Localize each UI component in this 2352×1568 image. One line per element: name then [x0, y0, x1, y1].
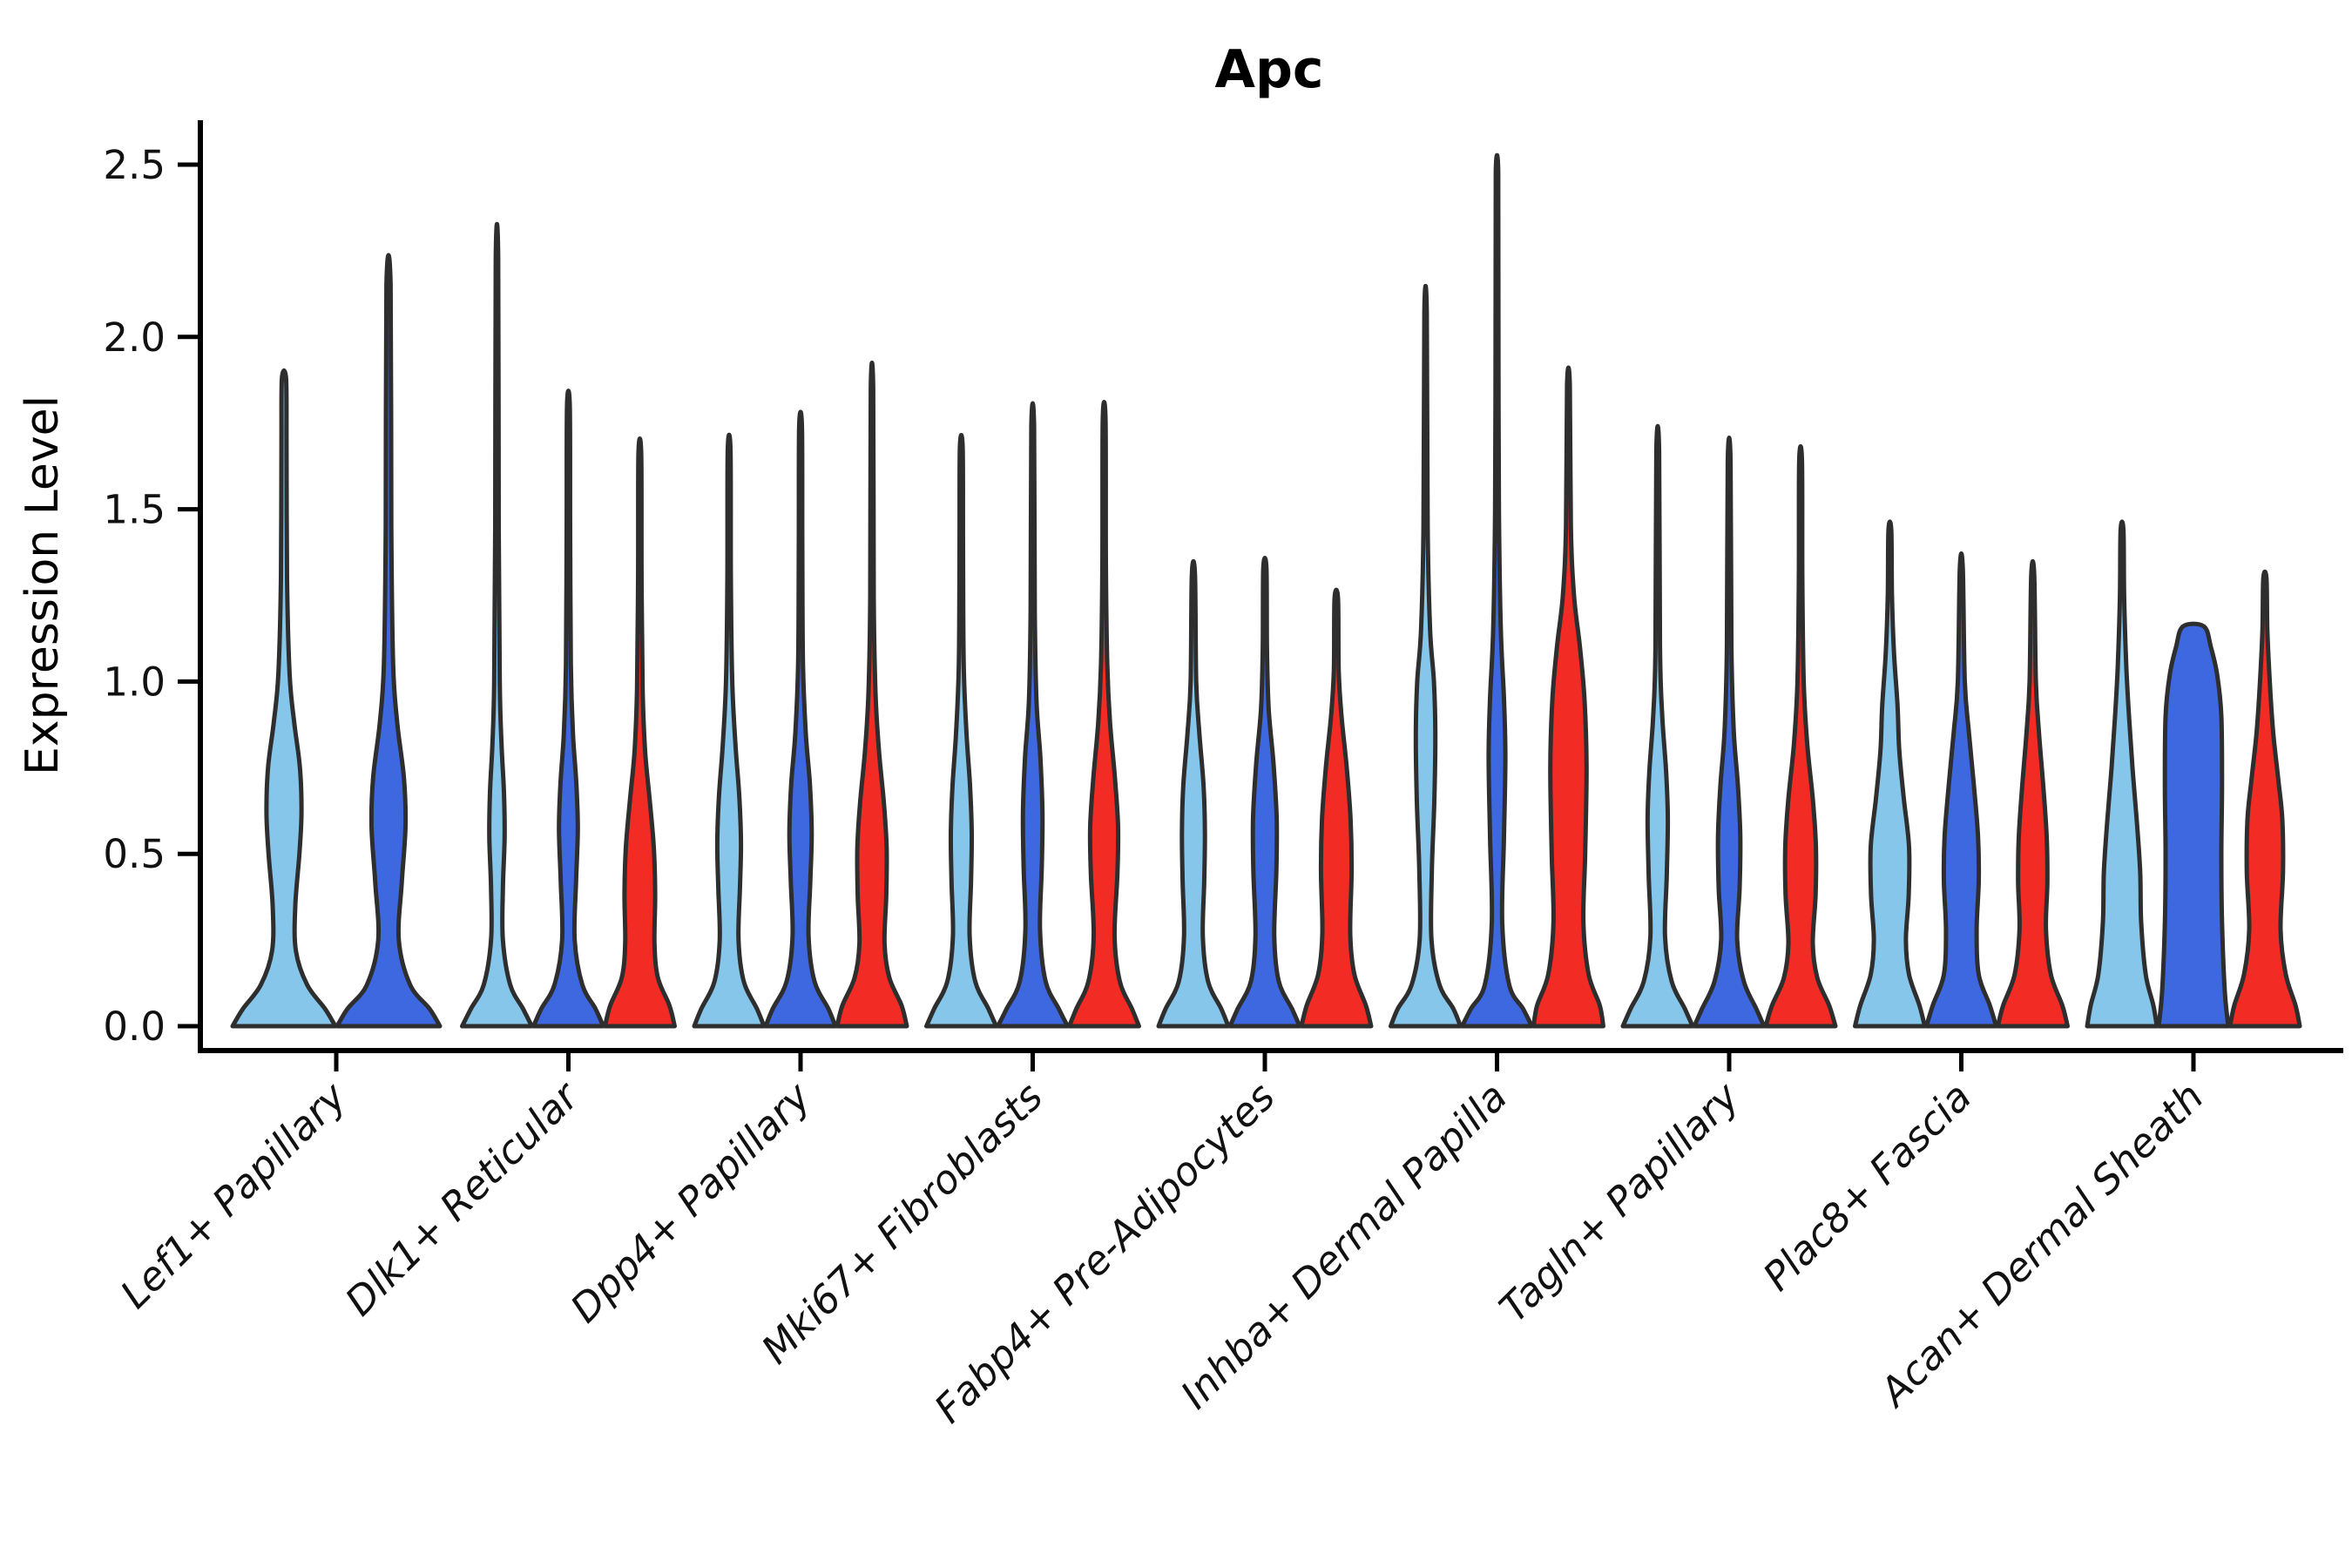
x-tick-label: Dpp4+ Papillary [562, 1072, 821, 1331]
violin-light_blue [692, 432, 767, 1029]
violin-red [1299, 587, 1374, 1029]
violin-light_blue [230, 368, 338, 1029]
violin-red [835, 361, 909, 1029]
violin-light_blue [1853, 519, 1927, 1029]
x-tick-label: Dlk1+ Reticular [336, 1072, 589, 1325]
y-tick-label: 0.5 [103, 831, 166, 877]
x-tick-label: Plac8+ Fascia [1754, 1073, 1981, 1300]
y-tick-label: 2.0 [103, 314, 166, 361]
violin-light_blue [1389, 283, 1463, 1029]
violin-light_blue [924, 433, 998, 1029]
y-tick-label: 1.5 [103, 487, 166, 533]
violin-red [603, 436, 677, 1029]
violin-dark_blue [763, 409, 838, 1029]
y-tick-label: 1.0 [103, 659, 166, 705]
violin-red [1996, 558, 2070, 1029]
violin-dark_blue [1460, 152, 1534, 1029]
violin-dark_blue [996, 401, 1070, 1029]
violin-dark_blue [1924, 551, 1998, 1029]
violin-light_blue [1156, 558, 1231, 1029]
axes-layer [178, 120, 2343, 1071]
violin-light_blue [460, 222, 534, 1029]
y-axis-label: Expression Level [17, 395, 69, 775]
violin-dark_blue [531, 389, 605, 1029]
violin-red [1531, 365, 1605, 1029]
chart-title: Apc [1215, 39, 1324, 100]
x-tick-label: Tagln+ Papillary [1490, 1072, 1749, 1331]
violin-light_blue [2085, 519, 2159, 1029]
violin-dark_blue [1227, 556, 1302, 1029]
y-tick-label: 2.5 [103, 142, 166, 188]
violin-red [2227, 569, 2302, 1029]
y-tick-label: 0.0 [103, 1004, 166, 1050]
violin-dark_blue [2156, 621, 2231, 1029]
violin-dark_blue [335, 253, 443, 1029]
violin-red [1763, 443, 1838, 1029]
x-tick-label: Lef1+ Papillary [112, 1072, 356, 1317]
violin-red [1067, 399, 1141, 1029]
violin-light_blue [1620, 424, 1695, 1029]
violin-dark_blue [1692, 436, 1767, 1029]
violins-layer [230, 152, 2302, 1029]
